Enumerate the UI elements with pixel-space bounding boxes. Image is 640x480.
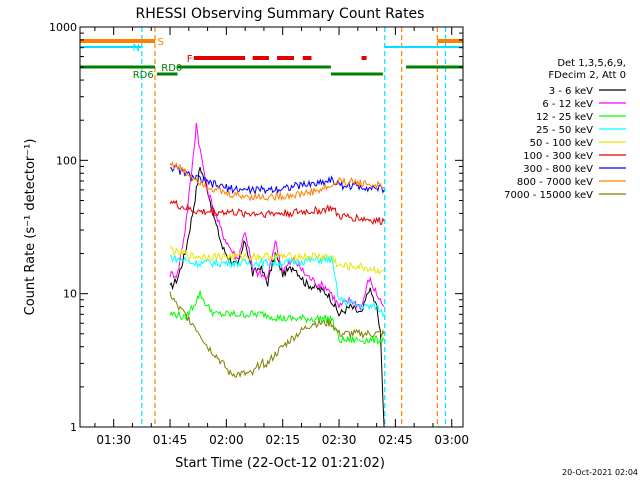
y-tick-label: 100 [56, 154, 77, 167]
legend-label-4: 50 - 100 keV [530, 138, 594, 149]
series-line-0 [169, 166, 385, 428]
x-tick-label: 01:30 [96, 433, 131, 447]
series-line-7 [169, 161, 385, 202]
x-tick-label: 02:15 [265, 433, 300, 447]
x-tick-label: 02:00 [209, 433, 244, 447]
state-label-rd6: RD6 [133, 70, 154, 81]
legend-label-5: 100 - 300 keV [523, 151, 593, 162]
state-bars: S N F RD0 RD6 [80, 37, 463, 81]
y-tick-label: 1 [70, 421, 77, 434]
x-tick-label: 01:45 [153, 433, 188, 447]
plot-frame [79, 26, 464, 428]
series-line-3 [170, 255, 385, 318]
legend-label-3: 25 - 50 keV [536, 125, 593, 136]
legend-header-1: FDecim 2, Att 0 [548, 70, 626, 81]
legend-label-1: 6 - 12 keV [542, 99, 593, 110]
axes: 1 10 100 1000 01:30 01:45 02:00 02:15 02:30 02:45… [49, 21, 469, 447]
legend-header-0: Det 1,3,5,6,9, [557, 58, 626, 69]
y-tick-label: 10 [63, 288, 77, 301]
series-line-4 [169, 245, 385, 275]
y-axis-label: Count Rate (s⁻¹ detector⁻¹) [23, 139, 38, 316]
legend-label-0: 3 - 6 keV [549, 86, 593, 97]
state-label-rd0: RD0 [161, 63, 182, 74]
time-markers [141, 27, 447, 427]
legend: Det 1,3,5,6,9,FDecim 2, Att 0 3 - 6 keV 6 … [504, 58, 626, 201]
series-line-8 [169, 291, 385, 379]
state-label-s: S [158, 37, 164, 48]
footer-date: 20-Oct-2021 02:04 [562, 468, 638, 477]
x-tick-label: 02:30 [322, 433, 357, 447]
legend-label-8: 7000 - 15000 keV [504, 190, 593, 201]
x-axis-label: Start Time (22-Oct-12 01:21:02) [175, 456, 385, 471]
legend-label-2: 12 - 25 keV [536, 112, 593, 123]
series-line-2 [169, 290, 385, 346]
x-tick-label: 02:45 [378, 433, 413, 447]
legend-label-6: 300 - 800 keV [523, 164, 593, 175]
state-label-n: N [132, 43, 139, 54]
series-line-5 [169, 199, 385, 226]
chart-title: RHESSI Observing Summary Count Rates [136, 6, 425, 22]
y-tick-label: 1000 [49, 21, 77, 34]
state-label-f: F [187, 54, 193, 65]
x-tick-label: 03:00 [434, 433, 469, 447]
legend-label-7: 800 - 7000 keV [517, 177, 593, 188]
series-group [169, 122, 385, 428]
